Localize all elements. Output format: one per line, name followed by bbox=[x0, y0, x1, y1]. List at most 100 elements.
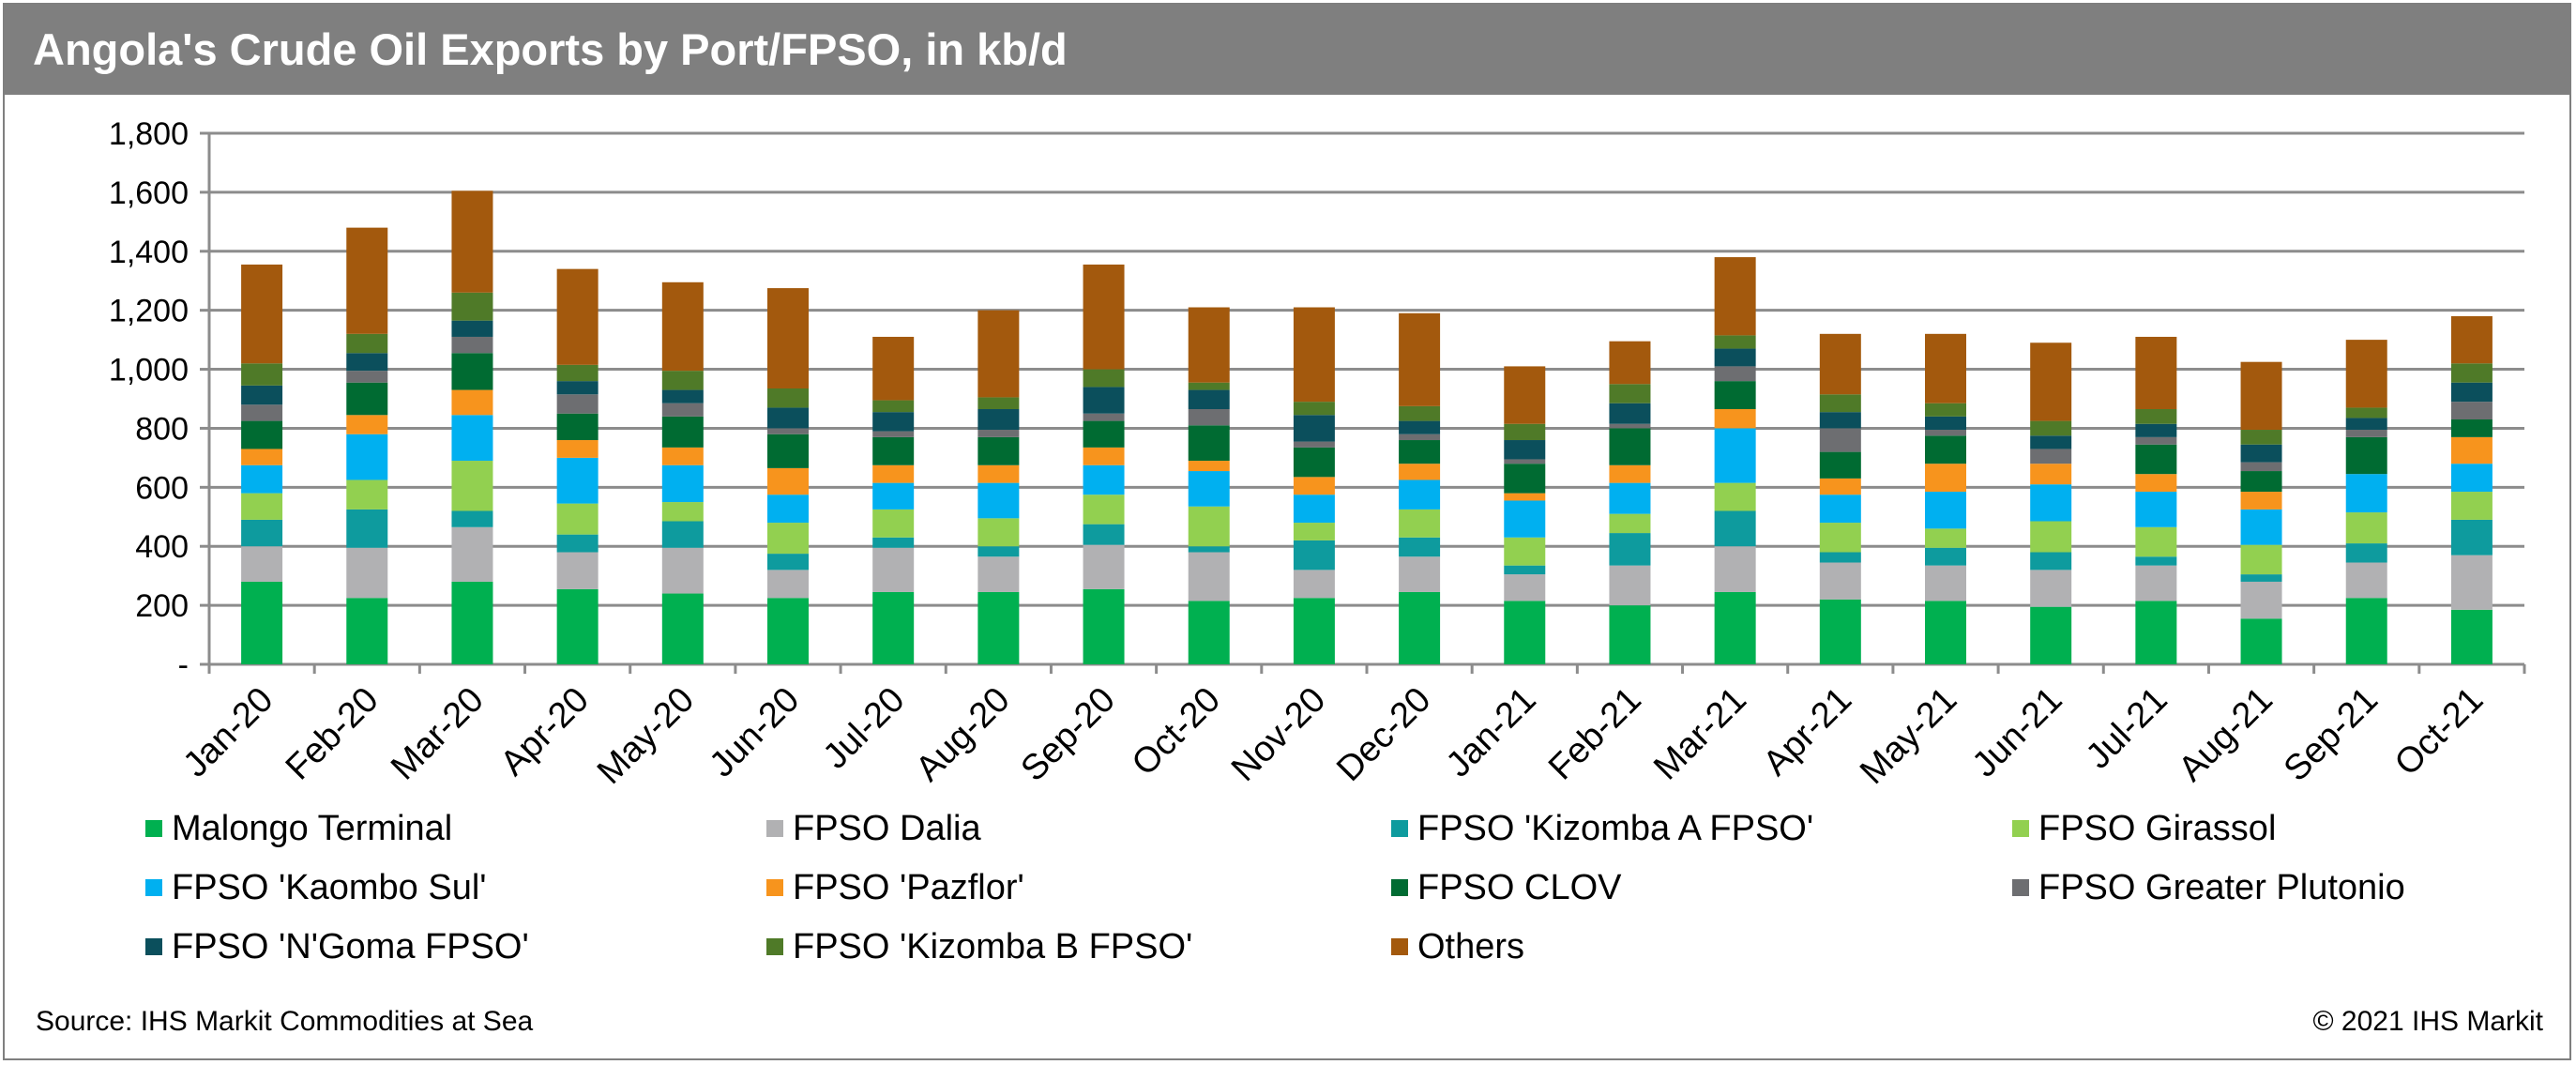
bar-segment-malongo-terminal-aug-20 bbox=[977, 591, 1020, 664]
bar-segment-fpso-pazflor-jun-20 bbox=[767, 467, 809, 495]
bar-segment-fpso-kizomba-b-fpso-may-21 bbox=[1925, 403, 1966, 417]
bar-segment-fpso-kizomba-a-fpso-mar-21 bbox=[1714, 510, 1756, 547]
bar-segment-fpso-kizomba-a-fpso-sep-21 bbox=[2345, 543, 2387, 563]
bar-segment-fpso-kizomba-b-fpso-jun-21 bbox=[2030, 420, 2072, 436]
bar-segment-fpso-n-goma-fpso-feb-21 bbox=[1609, 403, 1651, 424]
bar-segment-fpso-greater-plutonio-sep-20 bbox=[1083, 413, 1125, 421]
bar-segment-fpso-kizomba-a-fpso-may-20 bbox=[661, 521, 704, 548]
bar-segment-fpso-kizomba-a-fpso-oct-20 bbox=[1188, 546, 1230, 553]
legend-swatch bbox=[766, 820, 783, 837]
bar-segment-malongo-terminal-jan-20 bbox=[241, 581, 283, 664]
bar-segment-fpso-kizomba-a-fpso-jun-20 bbox=[767, 554, 809, 571]
y-tick-label: - bbox=[178, 647, 189, 683]
bar-segment-fpso-n-goma-fpso-may-20 bbox=[661, 389, 704, 403]
bar-segment-fpso-kaombo-sul-feb-20 bbox=[346, 434, 388, 480]
bar-segment-others-jul-21 bbox=[2135, 336, 2177, 410]
bar-segment-fpso-kizomba-b-fpso-oct-21 bbox=[2450, 363, 2493, 383]
bar-segment-fpso-girassol-feb-21 bbox=[1609, 513, 1651, 534]
bar-segment-fpso-pazflor-aug-20 bbox=[977, 464, 1020, 483]
bar-segment-fpso-girassol-aug-20 bbox=[977, 518, 1020, 547]
bar-segment-fpso-greater-plutonio-may-20 bbox=[661, 403, 704, 417]
bar-segment-fpso-dalia-jun-21 bbox=[2030, 570, 2072, 607]
bar-segment-fpso-clov-apr-20 bbox=[556, 413, 599, 441]
bar-segment-fpso-kizomba-a-fpso-jul-21 bbox=[2135, 556, 2177, 566]
bar-segment-fpso-dalia-nov-20 bbox=[1293, 570, 1335, 599]
bar-segment-fpso-kizomba-a-fpso-apr-21 bbox=[1819, 552, 1861, 563]
legend-label: FPSO 'Pazflor' bbox=[793, 867, 1024, 907]
legend-item: FPSO 'Kizomba B FPSO' bbox=[766, 927, 1192, 966]
bar-segment-malongo-terminal-mar-20 bbox=[451, 581, 493, 664]
legend-label: Others bbox=[1417, 926, 1525, 966]
bar-segment-fpso-greater-plutonio-may-21 bbox=[1925, 430, 1966, 436]
bar-segment-fpso-kizomba-b-fpso-mar-20 bbox=[451, 292, 493, 321]
bar-segment-fpso-dalia-apr-20 bbox=[556, 552, 599, 589]
bar-segment-fpso-kaombo-sul-aug-20 bbox=[977, 482, 1020, 519]
bar-segment-fpso-girassol-jun-21 bbox=[2030, 521, 2072, 553]
x-tick-label: Aug-20 bbox=[908, 680, 1017, 789]
bar-segment-fpso-dalia-mar-21 bbox=[1714, 546, 1756, 592]
bar-segment-fpso-greater-plutonio-mar-20 bbox=[451, 336, 493, 354]
bar-segment-fpso-dalia-jul-21 bbox=[2135, 565, 2177, 601]
bar-segment-fpso-clov-dec-20 bbox=[1399, 440, 1441, 464]
bar-segment-others-jun-20 bbox=[767, 288, 809, 388]
bar-segment-fpso-kaombo-sul-jun-20 bbox=[767, 494, 809, 524]
bar-segment-fpso-dalia-may-21 bbox=[1925, 565, 1966, 601]
bar-segment-fpso-girassol-nov-20 bbox=[1293, 523, 1335, 540]
legend-item: FPSO Girassol bbox=[2012, 809, 2276, 848]
bar-segment-fpso-pazflor-sep-20 bbox=[1083, 447, 1125, 465]
legend-item: FPSO 'N'Goma FPSO' bbox=[145, 927, 529, 966]
bar-segment-malongo-terminal-apr-21 bbox=[1819, 599, 1861, 664]
bar-segment-fpso-greater-plutonio-oct-20 bbox=[1188, 409, 1230, 426]
bar-segment-fpso-n-goma-fpso-dec-20 bbox=[1399, 420, 1441, 434]
bar-segment-fpso-n-goma-fpso-may-21 bbox=[1925, 416, 1966, 431]
y-tick-label: 400 bbox=[135, 529, 189, 565]
bar-segment-fpso-kizomba-b-fpso-dec-20 bbox=[1399, 405, 1441, 421]
bar-segment-fpso-dalia-dec-20 bbox=[1399, 556, 1441, 592]
bar-segment-others-mar-20 bbox=[451, 190, 493, 293]
bar-segment-fpso-pazflor-may-20 bbox=[661, 447, 704, 465]
chart-title: Angola's Crude Oil Exports by Port/FPSO,… bbox=[33, 24, 1068, 74]
bar-segment-malongo-terminal-jul-20 bbox=[872, 591, 915, 664]
bar-segment-fpso-clov-nov-20 bbox=[1293, 447, 1335, 478]
bar-segment-fpso-greater-plutonio-jul-21 bbox=[2135, 436, 2177, 445]
bar-segment-fpso-kizomba-b-fpso-jun-20 bbox=[767, 388, 809, 408]
legend-label: Malongo Terminal bbox=[172, 808, 453, 848]
bar-segment-fpso-clov-sep-21 bbox=[2345, 436, 2387, 475]
bar-segment-fpso-greater-plutonio-jan-21 bbox=[1504, 459, 1546, 464]
bar-segment-fpso-clov-jun-20 bbox=[767, 434, 809, 468]
bar-segment-malongo-terminal-oct-20 bbox=[1188, 601, 1230, 664]
bar-segment-fpso-dalia-sep-21 bbox=[2345, 562, 2387, 599]
bar-segment-fpso-greater-plutonio-apr-21 bbox=[1819, 428, 1861, 452]
bar-segment-fpso-kizomba-a-fpso-sep-20 bbox=[1083, 524, 1125, 545]
bar-segment-fpso-kaombo-sul-apr-21 bbox=[1819, 494, 1861, 524]
bar-segment-fpso-kizomba-b-fpso-jan-21 bbox=[1504, 423, 1546, 441]
legend-swatch bbox=[145, 879, 162, 896]
bar-segment-fpso-pazflor-apr-20 bbox=[556, 440, 599, 458]
bar-segment-others-apr-21 bbox=[1819, 333, 1861, 395]
bar-segment-fpso-kizomba-b-fpso-jan-20 bbox=[241, 363, 283, 386]
bar-segment-fpso-n-goma-fpso-apr-21 bbox=[1819, 412, 1861, 429]
x-tick-label: Jun-20 bbox=[702, 680, 807, 785]
bar-segment-fpso-girassol-oct-20 bbox=[1188, 506, 1230, 547]
bar-segment-fpso-dalia-jan-20 bbox=[241, 546, 283, 582]
x-tick-label: Feb-21 bbox=[1541, 680, 1649, 788]
bar-segment-fpso-kizomba-b-fpso-sep-20 bbox=[1083, 369, 1125, 388]
bar-segment-fpso-kizomba-b-fpso-feb-21 bbox=[1609, 384, 1651, 403]
bar-segment-fpso-kizomba-a-fpso-dec-20 bbox=[1399, 537, 1441, 557]
bar-segment-malongo-terminal-nov-20 bbox=[1293, 598, 1335, 664]
bar-segment-others-sep-20 bbox=[1083, 264, 1125, 370]
y-tick-label: 600 bbox=[135, 470, 189, 506]
bar-segment-fpso-dalia-oct-21 bbox=[2450, 555, 2493, 610]
bar-segment-fpso-kaombo-sul-jul-21 bbox=[2135, 492, 2177, 527]
bar-segment-others-jan-21 bbox=[1504, 366, 1546, 424]
bar-segment-fpso-pazflor-may-21 bbox=[1925, 464, 1966, 493]
bar-segment-fpso-kaombo-sul-jan-20 bbox=[241, 464, 283, 494]
gridlines bbox=[209, 131, 2524, 607]
bar-segment-fpso-kaombo-sul-jul-20 bbox=[872, 482, 915, 510]
bar-segment-malongo-terminal-jun-21 bbox=[2030, 606, 2072, 664]
bar-segment-fpso-pazflor-dec-20 bbox=[1399, 464, 1441, 480]
y-tick-label: 1,400 bbox=[109, 235, 189, 270]
bar-segment-malongo-terminal-mar-21 bbox=[1714, 591, 1756, 664]
y-tick-label: 1,600 bbox=[109, 175, 189, 211]
bars bbox=[241, 190, 2493, 664]
